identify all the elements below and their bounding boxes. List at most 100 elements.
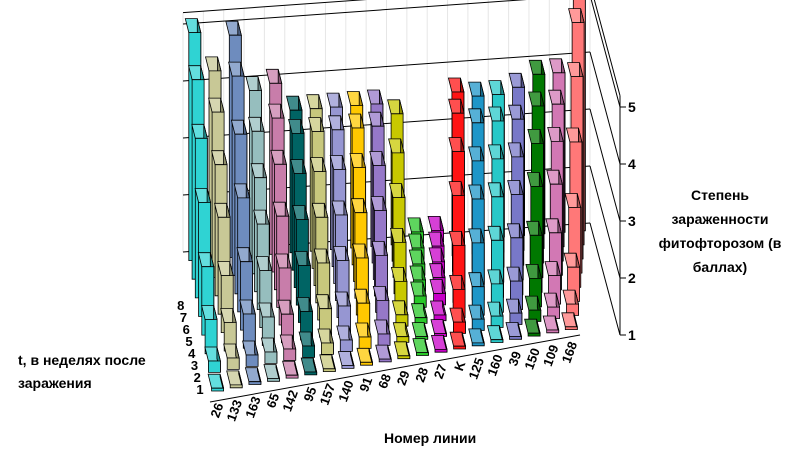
bar-91-w2 (358, 336, 372, 349)
series-ribbon-K (447, 77, 467, 350)
y-tick-label: 4 (188, 346, 196, 361)
bar-142-w1 (285, 374, 299, 379)
series-ribbon-142 (265, 68, 299, 379)
back-wall-hgrid (182, 0, 527, 25)
series-ribbon-68 (366, 89, 392, 363)
series-ribbon-125 (468, 81, 485, 347)
bar-65-w2 (264, 351, 278, 364)
x-tick-label: 157 (317, 381, 339, 407)
bar-163-w2 (245, 354, 259, 367)
right-wall-top (593, 0, 621, 96)
right-wall-hgrid (589, 108, 621, 222)
bar-65-w1 (267, 378, 280, 382)
series-ribbon-95 (285, 95, 318, 376)
x-axis-line (209, 334, 581, 403)
x-tick-label: 29 (394, 369, 413, 388)
x-tick-label: 160 (484, 352, 506, 378)
x-tick-label: 68 (375, 372, 394, 391)
bar-157-w2 (320, 342, 334, 355)
x-tick-label: 65 (263, 391, 282, 410)
z-axis-label-line1: Степень (691, 187, 749, 203)
x-tick-label: 168 (559, 339, 581, 365)
bar-142-w2 (283, 348, 297, 361)
series-ribbon-28 (407, 217, 429, 356)
series-ribbon-163 (225, 20, 262, 385)
series-ribbon-65 (245, 76, 281, 382)
x-axis-label: Номер линии (384, 430, 476, 446)
x-tick-label: 39 (505, 349, 524, 368)
bar-160-w1 (490, 339, 504, 343)
series-ribbon-160 (486, 80, 505, 343)
z-axis-label-line3: фитофторозом (в (659, 235, 782, 251)
bar-29-w1 (397, 355, 411, 360)
x-tick-label: 142 (279, 388, 301, 414)
bar-157-w1 (322, 368, 336, 373)
series-ribbon-133 (204, 56, 243, 389)
y-tick-label: 7 (180, 310, 187, 325)
series-ribbon-109 (542, 58, 566, 334)
series-ribbon-91 (346, 91, 374, 366)
x-tick-label: 27 (431, 362, 450, 381)
bar-133-w2 (226, 357, 240, 370)
x-tick-label: 95 (300, 385, 319, 404)
right-wall-hgrid (590, 0, 621, 108)
y-axis-label-line2: заражения (18, 375, 92, 391)
series-ribbon-39 (505, 72, 526, 340)
bar-140-w1 (341, 365, 355, 369)
z-tick-label: 5 (628, 99, 636, 115)
z-tick-labels: 1 2 3 4 5 (620, 99, 636, 343)
bar-95-w1 (304, 371, 318, 376)
bar-125-w1 (471, 342, 485, 347)
y-axis-label-line1: t, в неделях после (18, 352, 146, 368)
back-wall-hgrid (182, 51, 591, 82)
z-axis-label-line4: баллах) (693, 259, 747, 275)
x-tick-label: 140 (335, 378, 357, 404)
x-tick-label: K (451, 358, 469, 373)
z-tick-label: 4 (628, 156, 636, 172)
y-tick-label: 5 (185, 334, 192, 349)
y-tick-label: 8 (177, 298, 184, 313)
x-tick-label: 26 (207, 401, 226, 420)
x-tick-label: 163 (242, 394, 264, 420)
bar-140-w2 (339, 339, 353, 352)
series-ribbon-29 (387, 99, 411, 360)
bar-91-w1 (360, 361, 373, 366)
chart-bars (184, 0, 586, 392)
z-tick-label: 2 (628, 270, 636, 286)
bar-27-w1 (434, 348, 448, 353)
series-ribbon-157 (306, 94, 336, 373)
bar-39-w1 (509, 336, 522, 340)
x-tick-label: 133 (224, 398, 246, 424)
series-ribbon-150 (524, 59, 546, 337)
bar-163-w1 (248, 381, 262, 385)
bar-95-w2 (302, 345, 316, 358)
bar-168-w1 (564, 326, 578, 331)
x-tick-label: 28 (412, 365, 431, 384)
bar-150-w1 (527, 332, 541, 337)
right-wall-hgrid (589, 222, 621, 336)
bar-68-w1 (378, 358, 392, 363)
bar-68-w2 (377, 333, 391, 346)
back-wall-top (182, 0, 367, 14)
series-ribbon-26 (184, 18, 225, 392)
bar-26-w2 (207, 360, 221, 373)
y-tick-label: 2 (194, 370, 201, 385)
bar-28-w1 (415, 352, 429, 356)
bar-133-w1 (229, 384, 243, 389)
x-tick-label: 91 (356, 375, 375, 394)
bar-K-w1 (453, 345, 467, 350)
x-tick-label: 150 (521, 346, 543, 372)
chart-axes (209, 95, 621, 403)
bar-26-w1 (211, 387, 225, 392)
x-tick-label: 109 (540, 343, 562, 369)
right-wall-hgrid (589, 165, 621, 279)
right-wall-hgrid (589, 51, 621, 165)
series-ribbon-27 (427, 215, 448, 353)
z-axis-label-line2: зараженности (672, 211, 769, 227)
bar-109-w1 (546, 329, 560, 334)
x-tick-label: 125 (466, 356, 488, 382)
y-tick-label: 3 (191, 358, 198, 373)
